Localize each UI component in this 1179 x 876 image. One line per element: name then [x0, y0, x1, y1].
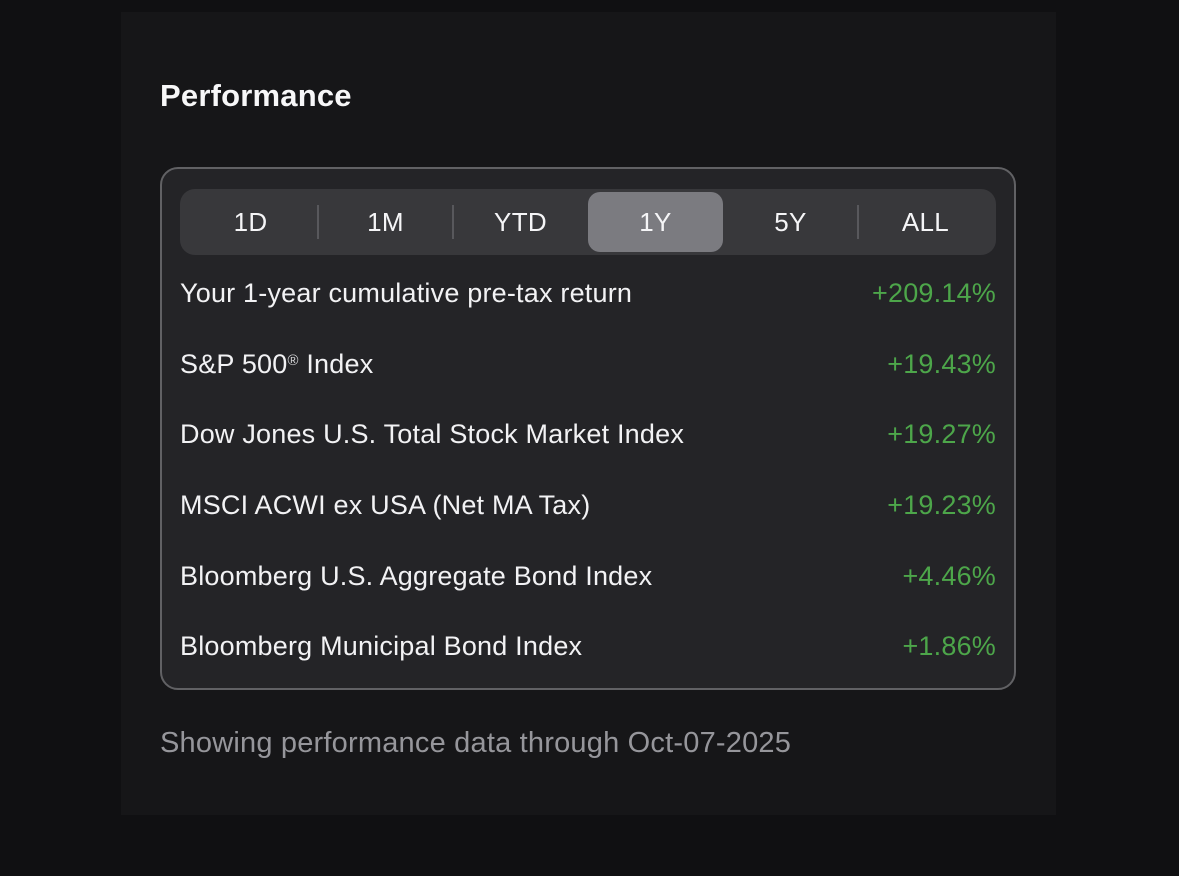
- tab-1y[interactable]: 1Y: [588, 192, 723, 252]
- performance-row: S&P 500® Index +19.43%: [180, 329, 996, 400]
- performance-row: Your 1-year cumulative pre-tax return +2…: [180, 258, 996, 329]
- row-label: Bloomberg U.S. Aggregate Bond Index: [180, 560, 653, 591]
- timeframe-segmented-control: 1D 1M YTD 1Y 5Y ALL: [180, 189, 996, 255]
- tab-1d[interactable]: 1D: [183, 192, 318, 252]
- tab-label: YTD: [494, 206, 547, 237]
- row-label: MSCI ACWI ex USA (Net MA Tax): [180, 489, 591, 520]
- row-label: Bloomberg Municipal Bond Index: [180, 631, 583, 662]
- tab-label: 1Y: [639, 206, 672, 237]
- tab-ytd[interactable]: YTD: [452, 192, 588, 252]
- row-label: S&P 500® Index: [180, 348, 374, 379]
- tab-label: 1D: [233, 206, 268, 237]
- row-value: +1.86%: [902, 631, 996, 662]
- row-value: +19.23%: [887, 489, 996, 520]
- performance-row: Dow Jones U.S. Total Stock Market Index …: [180, 399, 996, 470]
- registered-mark: ®: [287, 352, 299, 369]
- performance-card: 1D 1M YTD 1Y 5Y ALL Your 1-year cumulati…: [160, 167, 1016, 690]
- tab-label: 5Y: [774, 206, 807, 237]
- row-value: +209.14%: [872, 277, 996, 308]
- tab-1m[interactable]: 1M: [317, 192, 453, 252]
- performance-row: MSCI ACWI ex USA (Net MA Tax) +19.23%: [180, 470, 996, 541]
- tab-all[interactable]: ALL: [857, 192, 993, 252]
- tab-label: 1M: [367, 206, 404, 237]
- row-label: Your 1-year cumulative pre-tax return: [180, 277, 633, 308]
- row-value: +19.27%: [887, 419, 996, 450]
- row-value: +19.43%: [887, 348, 996, 379]
- row-label: Dow Jones U.S. Total Stock Market Index: [180, 419, 685, 450]
- tab-label: ALL: [901, 206, 950, 237]
- performance-row: Bloomberg U.S. Aggregate Bond Index +4.4…: [180, 541, 996, 612]
- performance-rows-list: Your 1-year cumulative pre-tax return +2…: [180, 258, 996, 682]
- page-title: Performance: [160, 78, 352, 113]
- tab-5y[interactable]: 5Y: [723, 192, 858, 252]
- data-through-note: Showing performance data through Oct-07-…: [160, 727, 792, 759]
- row-value: +4.46%: [902, 560, 996, 591]
- performance-row: Bloomberg Municipal Bond Index +1.86%: [180, 611, 996, 682]
